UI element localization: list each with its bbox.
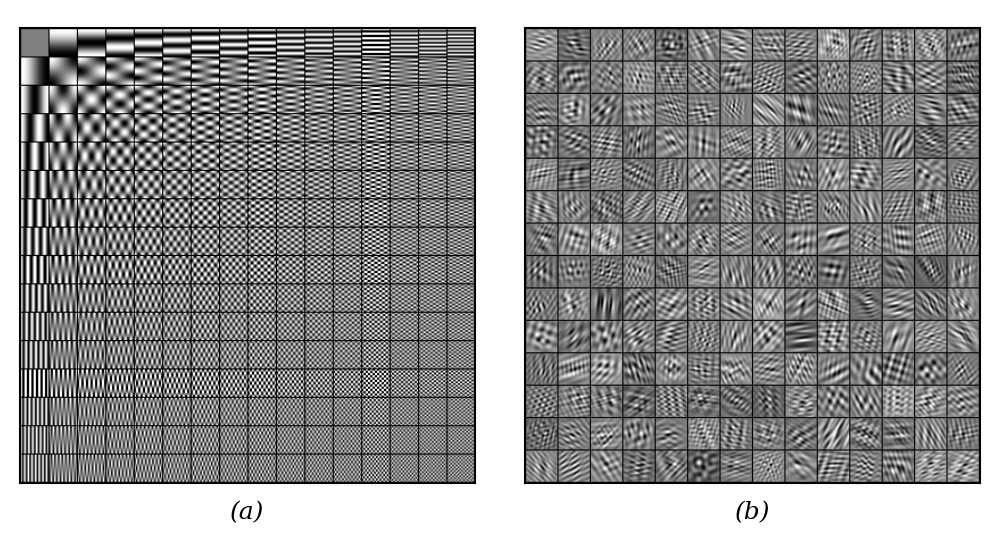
Text: (a): (a) <box>230 501 265 524</box>
Text: (b): (b) <box>735 501 770 524</box>
